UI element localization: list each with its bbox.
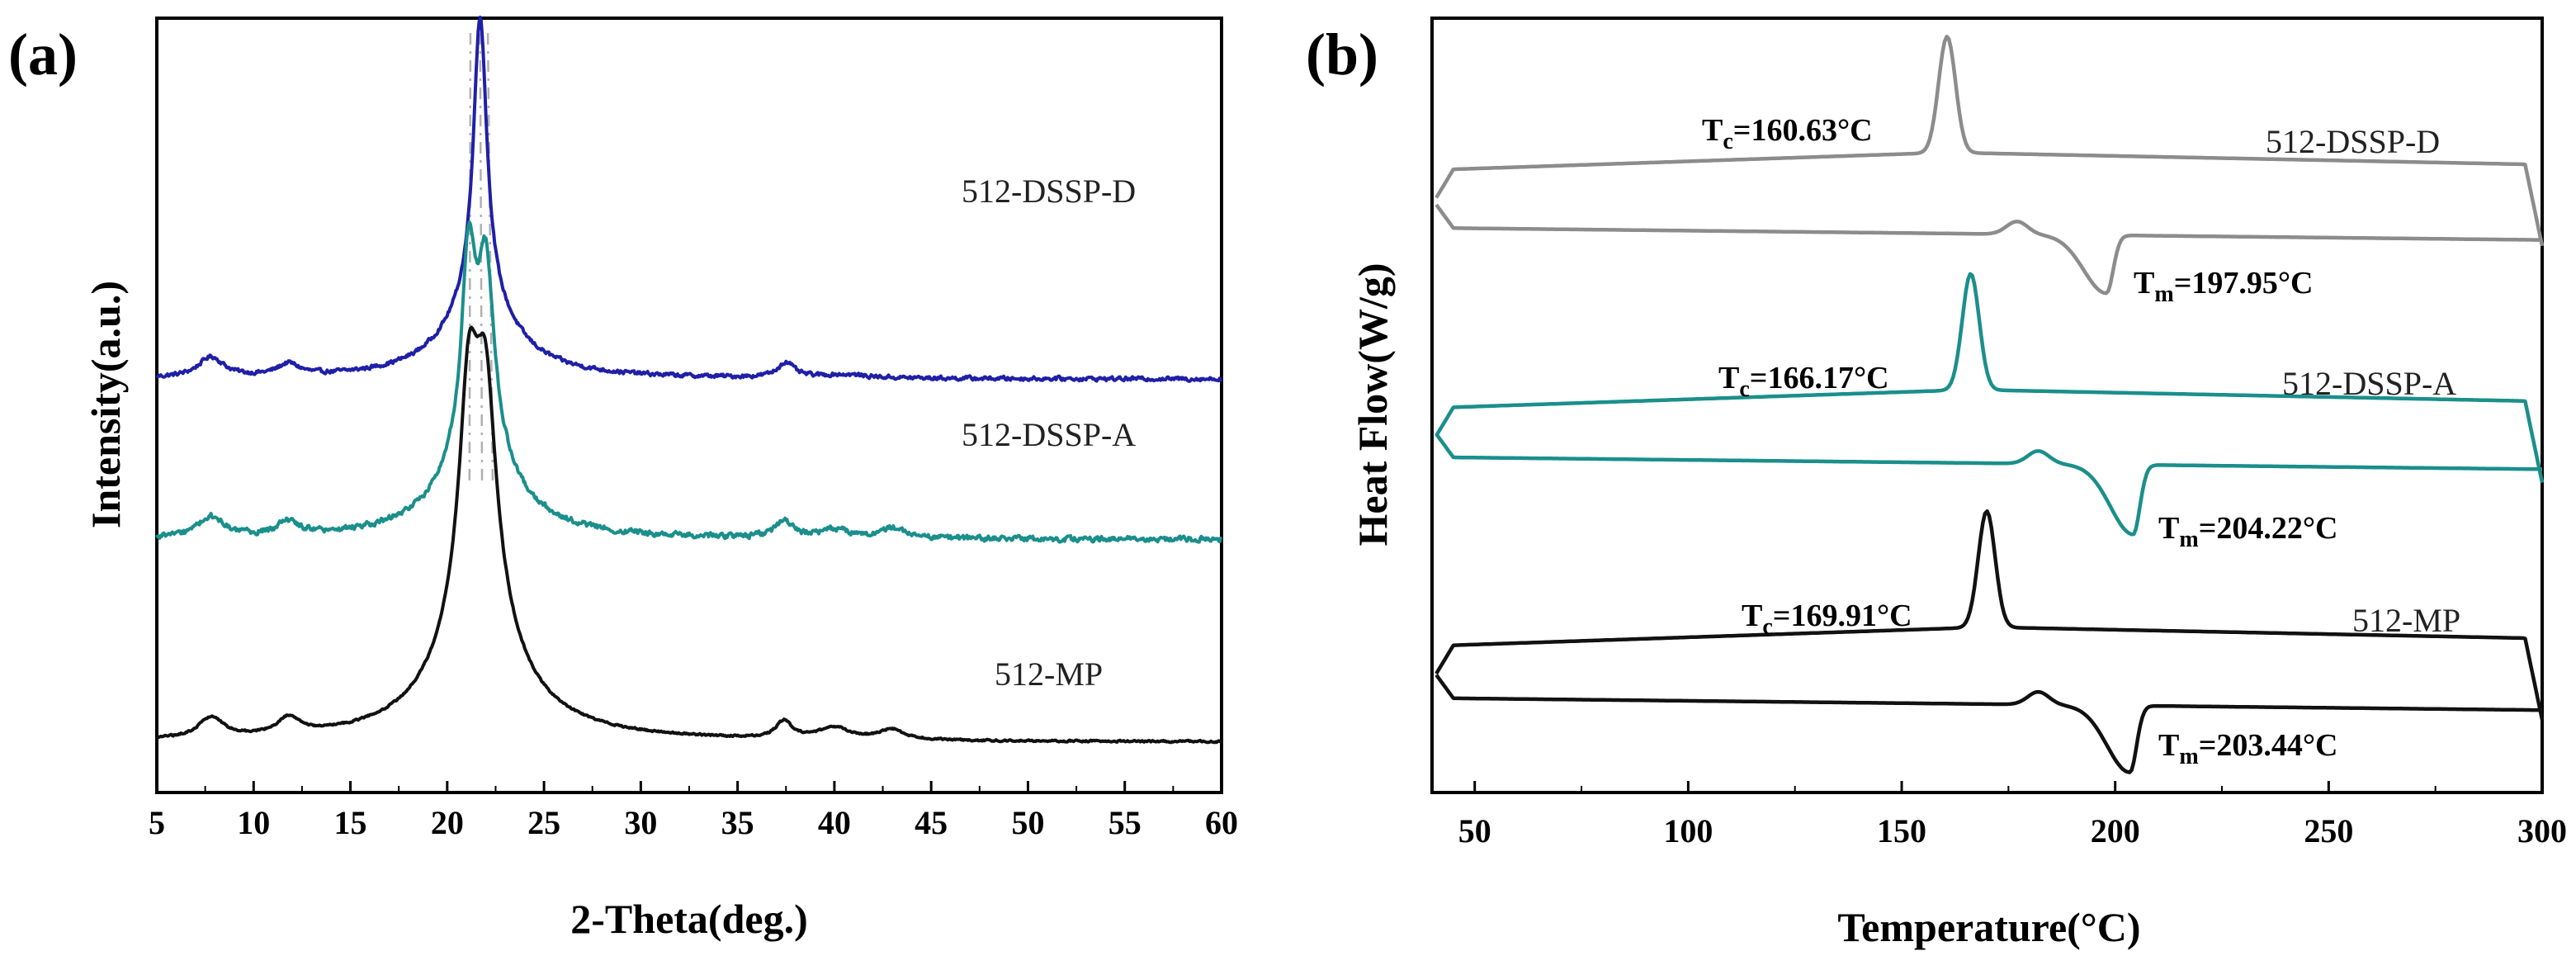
a-x-tick-label: 15 <box>334 804 367 841</box>
panel-b-series-group <box>1435 35 2545 774</box>
b-x-tick-label: 100 <box>1663 812 1713 849</box>
panel-b-label: (b) <box>1306 21 1378 88</box>
dsc-cooling-line-512-mp <box>1435 509 2545 721</box>
panel-a-label: (a) <box>8 21 78 88</box>
a-x-tick-label: 25 <box>527 804 560 841</box>
dsc-label-512-dssp-a: 512-DSSP-A <box>2282 365 2456 402</box>
xrd-line-512-dssp-d <box>155 16 1223 383</box>
dsc-label-512-dssp-d: 512-DSSP-D <box>2266 123 2440 160</box>
a-x-tick-label: 45 <box>915 804 948 841</box>
series-label-512-dssp-a: 512-DSSP-A <box>962 416 1136 453</box>
dsc-heating-line-512-dssp-a <box>1435 433 2542 537</box>
panel-a-x-ticks: 5 10 15 20 25 30 35 40 45 50 55 60 <box>149 781 1238 841</box>
dsc-label-512-mp: 512-MP <box>2352 602 2460 639</box>
anno-tc-512-dssp-a: Tc=166.17°C <box>1718 361 1889 402</box>
panel-a-xrd-chart: (a) 5 10 15 20 25 30 35 40 45 50 55 60 512-DSSP-D 5… <box>8 16 1238 942</box>
series-label-512-mp: 512-MP <box>995 655 1103 693</box>
a-x-tick-label: 10 <box>237 804 270 841</box>
b-x-tick-label: 150 <box>1877 812 1926 849</box>
a-x-tick-label: 30 <box>624 804 657 841</box>
dsc-heating-line-512-dssp-d <box>1435 203 2543 296</box>
xrd-line-512-mp <box>155 325 1222 745</box>
xrd-line-512-dssp-a <box>155 220 1223 544</box>
a-x-tick-label: 35 <box>721 804 754 841</box>
b-x-tick-label: 50 <box>1458 812 1491 849</box>
b-x-tick-label: 300 <box>2517 812 2567 849</box>
panel-b-x-axis-title: Temperature(°C) <box>1837 904 2140 950</box>
b-x-tick-label: 250 <box>2304 812 2353 849</box>
anno-tm-512-dssp-d: Tm=197.95°C <box>2134 266 2313 307</box>
anno-tm-512-dssp-a: Tm=204.22°C <box>2158 511 2337 552</box>
a-reference-line <box>486 32 494 484</box>
panel-b-frame <box>1430 17 2544 794</box>
anno-tc-512-mp: Tc=169.91°C <box>1742 599 1912 640</box>
dsc-heating-line-512-mp <box>1435 674 2542 774</box>
a-x-tick-label: 20 <box>431 804 464 841</box>
a-x-tick-label: 5 <box>149 804 165 841</box>
panel-b-plot-area <box>1430 17 2545 794</box>
a-x-tick-label: 55 <box>1108 804 1141 841</box>
panel-b-y-axis-title: Heat Flow(W/g) <box>1349 263 1396 547</box>
anno-tm-512-mp: Tm=203.44°C <box>2158 728 2337 769</box>
b-x-tick-label: 200 <box>2091 812 2140 849</box>
series-label-512-dssp-d: 512-DSSP-D <box>962 173 1136 210</box>
dsc-cooling-line-512-dssp-d <box>1435 35 2545 247</box>
a-x-tick-label: 40 <box>818 804 851 841</box>
panel-a-x-axis-title: 2-Theta(deg.) <box>570 896 807 942</box>
a-x-tick-label: 50 <box>1011 804 1044 841</box>
a-x-tick-label: 60 <box>1205 804 1238 841</box>
panel-a-y-axis-title: Intensity(a.u.) <box>83 281 129 528</box>
panel-a-series-group <box>155 16 1223 745</box>
panel-b-dsc-chart: (b) 50 100 150 200 250 300 512-DSSP-D 512-DSS… <box>1306 17 2567 950</box>
anno-tc-512-dssp-d: Tc=160.63°C <box>1702 113 1873 154</box>
dsc-cooling-line-512-dssp-a <box>1435 272 2545 484</box>
panel-b-x-ticks: 50 100 150 200 250 300 <box>1458 781 2567 849</box>
